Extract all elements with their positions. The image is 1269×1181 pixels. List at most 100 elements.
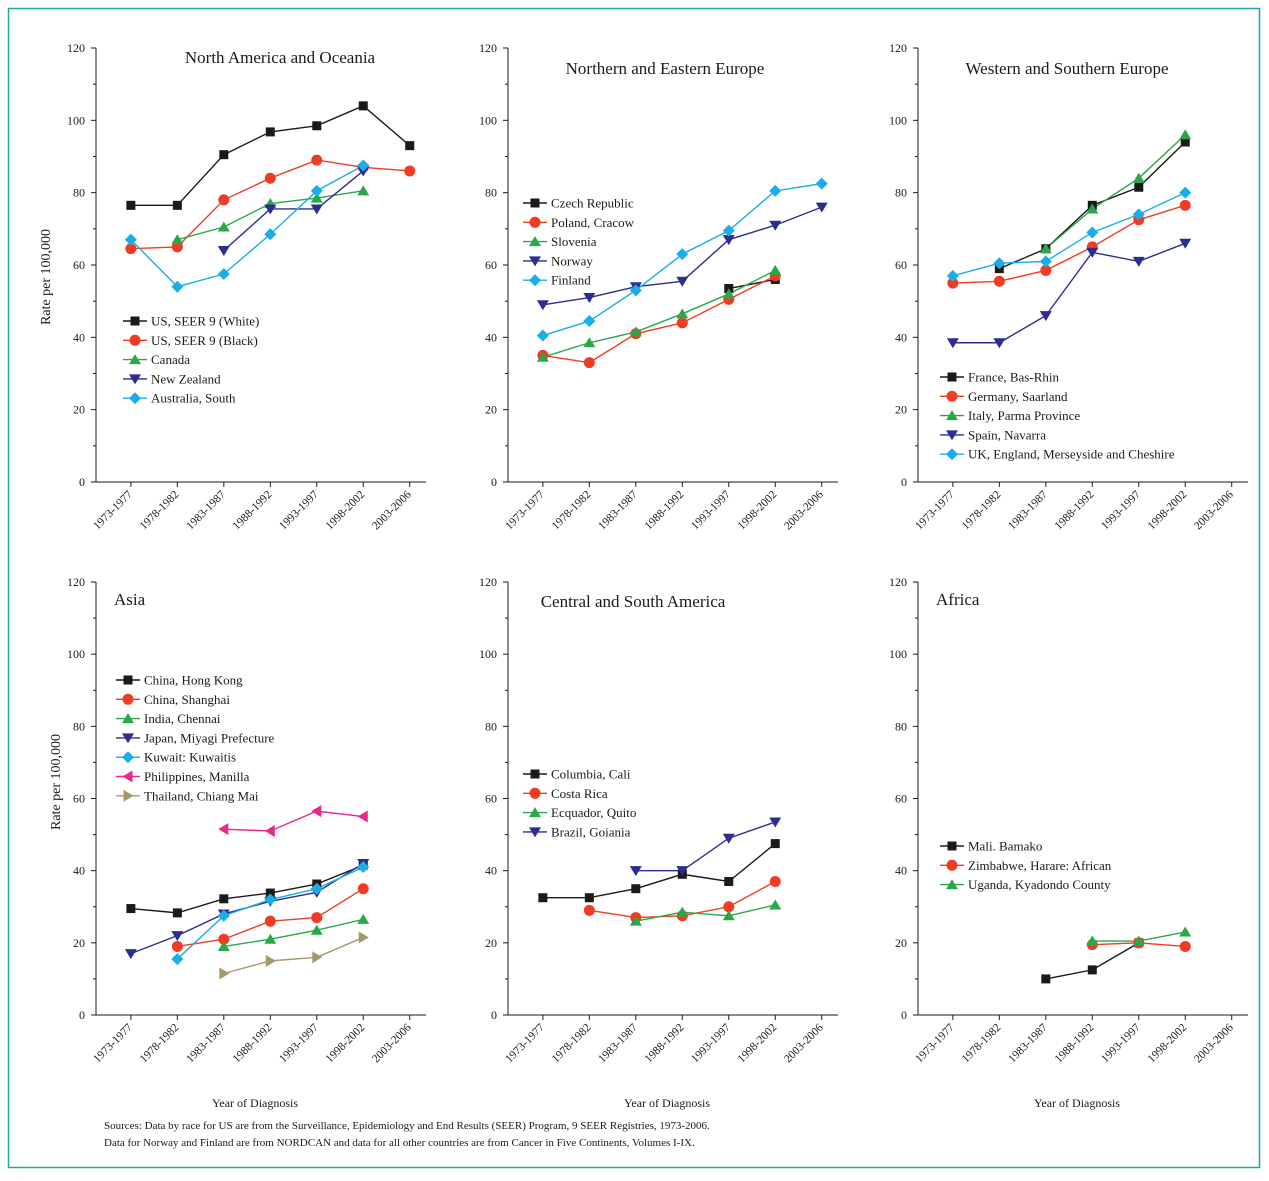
series-line-new-zealand: [223, 170, 364, 252]
data-point-australia-south: [171, 280, 184, 293]
y-tick-label: 60: [485, 792, 497, 806]
y-tick-label: 40: [895, 864, 907, 878]
y-tick-label: 40: [485, 330, 497, 344]
y-tick-label: 40: [73, 864, 85, 878]
series-line-uk-england-merseyside-and-cheshire: [952, 192, 1186, 277]
data-point-us-seer-9-black: [311, 154, 323, 166]
data-point-spain-navarra: [1039, 311, 1052, 322]
legend-label: Slovenia: [551, 234, 597, 249]
data-point-us-seer-9-white: [126, 200, 136, 210]
data-point-columbia-cali: [631, 884, 641, 894]
data-point-norway: [722, 235, 735, 246]
x-tick-label: 1978-1982: [138, 488, 182, 532]
data-point-australia-south: [217, 268, 230, 281]
data-point-uganda-kyadondo-county: [1086, 935, 1099, 946]
data-point-slovenia: [676, 308, 689, 319]
data-point-china-hong-kong: [126, 904, 136, 914]
data-point-us-seer-9-white: [265, 127, 275, 137]
data-point-china-shanghai: [218, 933, 230, 945]
data-point-us-seer-9-white: [172, 200, 182, 210]
sources-line-2: Data for Norway and Finland are from NOR…: [104, 1137, 695, 1149]
legend-marker: [129, 354, 141, 365]
legend-marker: [946, 390, 958, 402]
data-point-norway: [583, 293, 596, 304]
x-tick-label: 1988-1992: [643, 488, 687, 532]
data-point-finland: [536, 329, 549, 342]
x-tick-label: 1978-1982: [138, 1021, 182, 1065]
data-point-slovenia: [722, 288, 735, 299]
data-point-philippines-manilla: [311, 805, 322, 818]
y-tick-label: 120: [889, 575, 907, 589]
data-point-finland: [769, 184, 782, 197]
x-tick-label: 1998-2002: [1146, 1021, 1190, 1065]
sources-note: Sources: Data by race for US are from th…: [104, 1118, 1224, 1152]
legend-label: China, Hong Kong: [144, 673, 243, 688]
legend-marker: [946, 879, 958, 890]
y-tick-label: 20: [485, 936, 497, 950]
x-tick-label: 1993-1997: [689, 1021, 733, 1065]
data-point-new-zealand: [217, 246, 230, 257]
x-tick-label: 1998-2002: [1146, 488, 1190, 532]
data-point-japan-miyagi-prefecture: [124, 949, 137, 960]
series-line-us-seer-9-white: [130, 105, 411, 207]
data-point-india-chennai: [357, 913, 370, 924]
data-point-finland: [722, 224, 735, 237]
legend: US, SEER 9 (White) US, SEER 9 (Black) Cana…: [123, 314, 259, 406]
data-point-slovenia: [629, 326, 642, 337]
data-point-kuwait-kuwaitis: [310, 882, 323, 895]
x-axis-label: Year of Diagnosis: [624, 1096, 710, 1110]
legend-label: Japan, Miyagi Prefecture: [144, 730, 275, 745]
legend-marker: [529, 236, 541, 247]
panel-title: Central and South America: [541, 592, 726, 611]
legend-marker: [122, 733, 134, 744]
y-tick-label: 100: [67, 113, 85, 127]
figure-border: [7, 7, 1261, 1169]
x-tick-label: 1988-1992: [1053, 488, 1097, 532]
data-point-australia-south: [124, 233, 137, 246]
legend-label: UK, England, Merseyside and Cheshire: [968, 447, 1175, 462]
x-tick-label: 1993-1997: [1099, 1021, 1143, 1065]
series-line-china-hong-kong: [130, 864, 364, 914]
legend-marker: [122, 693, 134, 705]
x-tick-label: 1998-2002: [324, 1021, 368, 1065]
x-tick-label: 1973-1977: [503, 488, 547, 532]
data-point-costa-rica: [723, 901, 735, 913]
legend-marker: [530, 198, 540, 208]
data-point-canada: [357, 185, 370, 196]
data-point-china-hong-kong: [265, 888, 275, 898]
legend-label: Ecquador, Quito: [551, 805, 636, 820]
data-point-thailand-chiang-mai: [312, 951, 323, 964]
data-point-kuwait-kuwaitis: [171, 953, 184, 966]
data-point-china-shanghai: [171, 940, 183, 952]
data-point-brazil-goiania: [676, 866, 689, 877]
data-point-us-seer-9-black: [404, 165, 416, 177]
x-tick-label: 1993-1997: [689, 488, 733, 532]
x-axis-label: Year of Diagnosis: [1034, 1096, 1120, 1110]
x-tick-label: 1993-1997: [1099, 488, 1143, 532]
x-tick-label: 2003-2006: [782, 1021, 826, 1065]
data-point-japan-miyagi-prefecture: [171, 931, 184, 942]
legend-label: Norway: [551, 253, 593, 268]
legend-label: China, Shanghai: [144, 692, 230, 707]
y-tick-label: 60: [485, 258, 497, 272]
panel-asia: 0 20 40 60 80 100 120 1973-1977 1978-1982 1983-19…: [49, 575, 426, 1110]
legend-label: Zimbabwe, Harare: African: [968, 858, 1112, 873]
data-point-canada: [171, 234, 184, 245]
data-point-spain-navarra: [1179, 238, 1192, 249]
data-point-us-seer-9-black: [218, 194, 230, 206]
data-point-uk-england-merseyside-and-cheshire: [1179, 186, 1192, 199]
x-axis-label: Year of Diagnosis: [212, 1096, 298, 1110]
panel-western-and-southern-europe: 0 20 40 60 80 100 120 1973-1977 1978-1982 1983-19…: [889, 41, 1248, 532]
legend: China, Hong Kong China, Shanghai India, Ch…: [116, 673, 275, 803]
y-tick-label: 0: [901, 1008, 907, 1022]
data-point-china-shanghai: [264, 915, 276, 927]
legend-label: Italy, Parma Province: [968, 408, 1080, 423]
data-point-spain-navarra: [946, 338, 959, 349]
legend-label: Philippines, Manilla: [144, 769, 250, 784]
series-line-poland-cracow: [542, 275, 776, 364]
y-tick-label: 120: [479, 41, 497, 55]
y-tick-label: 100: [479, 647, 497, 661]
data-point-ecquador-quito: [769, 899, 782, 910]
x-tick-label: 1983-1987: [596, 488, 640, 532]
